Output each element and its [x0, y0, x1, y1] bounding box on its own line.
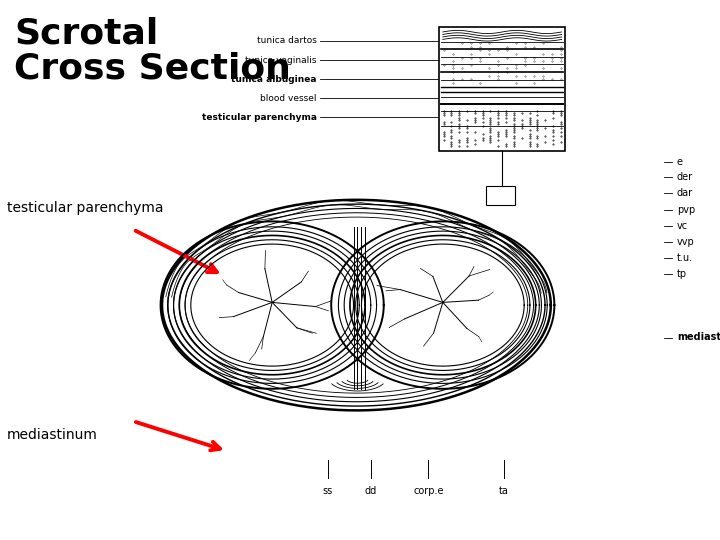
Text: dar: dar [677, 188, 693, 198]
Text: t.u.: t.u. [677, 253, 693, 263]
Text: tunica dartos: tunica dartos [257, 36, 317, 45]
Text: ss: ss [323, 486, 333, 496]
Text: ta: ta [499, 486, 509, 496]
Text: tp: tp [677, 269, 687, 279]
Text: vc: vc [677, 221, 688, 231]
Text: e: e [677, 157, 683, 167]
Text: Scrotal
Cross Section: Scrotal Cross Section [14, 16, 292, 85]
Text: vvp: vvp [677, 237, 695, 247]
Text: testicular parenchyma: testicular parenchyma [7, 201, 163, 215]
Text: tunica vaginalis: tunica vaginalis [246, 56, 317, 65]
Text: tunica albuginea: tunica albuginea [231, 75, 317, 84]
Text: testicular parenchyma: testicular parenchyma [202, 113, 317, 122]
Text: corp.e: corp.e [413, 486, 444, 496]
Bar [486, 186, 515, 205]
Bar [439, 27, 565, 151]
Text: blood vessel: blood vessel [261, 94, 317, 103]
Text: mediastinum: mediastinum [7, 428, 98, 442]
Text: der: der [677, 172, 693, 182]
Text: dd: dd [364, 486, 377, 496]
Text: mediastinum: mediastinum [677, 333, 720, 342]
Text: pvp: pvp [677, 205, 695, 214]
